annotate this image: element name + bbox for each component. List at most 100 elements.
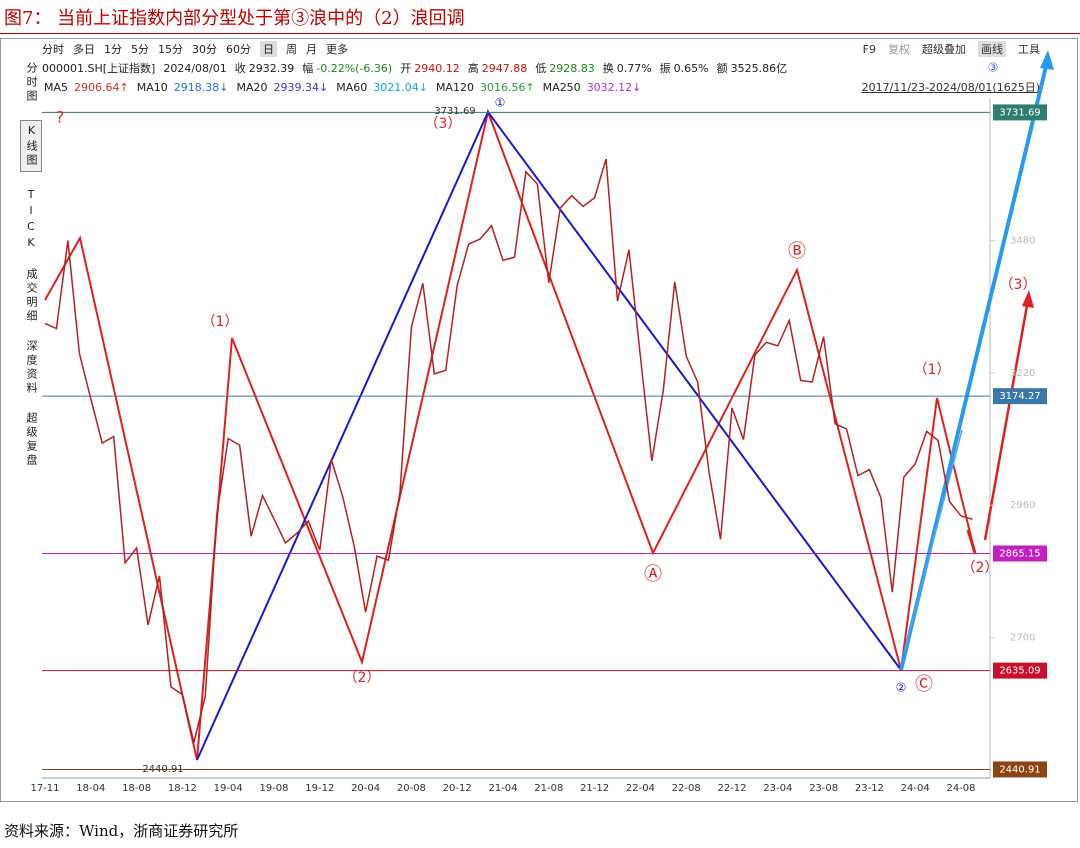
toolbar: 分时 多日 1分 5分 15分 30分 60分日周月更多 — [42, 41, 348, 57]
wave-label: （3） — [1000, 277, 1037, 293]
wave-label: ① — [495, 96, 506, 110]
projection-arrow — [983, 299, 1030, 541]
ma-label: MA60 — [336, 80, 368, 94]
level-box — [993, 761, 1047, 778]
level-label: 3731.69 — [999, 107, 1040, 118]
wave-label: Ⓐ — [644, 564, 662, 585]
wave-label: ② — [896, 681, 907, 695]
x-tick-label: 20-08 — [397, 783, 426, 794]
sidebar-tab[interactable]: 深度资料 — [25, 340, 38, 396]
toolbar-button[interactable]: 周 — [286, 43, 297, 56]
toolbar-button[interactable]: 更多 — [326, 43, 348, 56]
x-tick-label: 19-04 — [214, 783, 243, 794]
quote-field: 低 2928.83 — [535, 60, 595, 76]
level-box — [993, 104, 1047, 121]
x-tick-label: 18-12 — [168, 783, 197, 794]
field-label: 振 — [659, 62, 671, 75]
y-tick-label: 2960 — [1010, 500, 1035, 511]
ma-label: MA120 — [435, 80, 474, 94]
quote-date: 2024/08/01 — [163, 61, 227, 75]
window-frame — [0, 38, 1078, 802]
ma-label: MA250 — [542, 80, 581, 94]
level-box — [993, 388, 1047, 405]
quote-field: 高 2947.88 — [468, 60, 528, 76]
quote-field: 换 0.77% — [603, 60, 652, 76]
level-label: 2865.15 — [999, 548, 1040, 559]
field-label: 收 — [234, 62, 246, 75]
y-tick-label: 3480 — [1010, 236, 1035, 247]
field-value: 2928.83 — [549, 62, 595, 75]
toolbar-button[interactable]: 画线 — [978, 41, 1006, 57]
x-tick-label: 22-04 — [626, 783, 655, 794]
sidebar-tab[interactable]: 成交明细 — [25, 268, 38, 324]
quote-field: 开 2940.12 — [400, 60, 460, 76]
figure-title: 图7： 当前上证指数内部分型处于第③浪中的（2）浪回调 — [4, 8, 465, 29]
date-range: 2017/11/23-2024/08/01(1625日) — [861, 81, 1040, 94]
toolbar-button[interactable]: 15分 — [158, 43, 183, 56]
sidebar-tab[interactable]: 分时图 — [25, 62, 38, 104]
y-tick-label: 2700 — [1010, 633, 1035, 644]
level-label: 2440.91 — [999, 764, 1040, 775]
sidebar-tab[interactable]: TICK — [24, 188, 38, 252]
quote-field: 振 0.65% — [660, 60, 709, 76]
x-tick-label: 23-12 — [855, 783, 884, 794]
wave-label: ? — [56, 108, 65, 127]
ma-value: 2906.64↑ — [74, 80, 129, 94]
x-tick-label: 21-12 — [580, 783, 609, 794]
arrow-head — [1040, 50, 1054, 70]
x-tick-label: 20-12 — [443, 783, 472, 794]
sidebar-tab[interactable]: K线图 — [20, 120, 42, 172]
toolbar-button[interactable]: 日 — [260, 41, 277, 57]
ma-label: MA10 — [136, 80, 168, 94]
ma-label: MA5 — [44, 80, 69, 94]
field-label: 开 — [400, 62, 412, 75]
x-tick-label: 18-08 — [122, 783, 151, 794]
toolbar-button[interactable]: F9 — [862, 42, 876, 56]
x-tick-label: 22-08 — [672, 783, 701, 794]
arrow-head — [1022, 290, 1034, 308]
field-value: 2932.39 — [248, 62, 295, 75]
ma-value: 3021.04↓ — [373, 80, 428, 94]
field-value: 0.77% — [616, 62, 652, 75]
price-annotation: 2440.91 — [142, 764, 183, 775]
field-label: 幅 — [302, 62, 314, 75]
ma-value: 2918.38↓ — [173, 80, 229, 94]
wave-label: （2） — [344, 670, 381, 686]
x-tick-label: 18-04 — [76, 783, 105, 794]
x-tick-label: 19-12 — [305, 783, 334, 794]
x-tick-label: 20-04 — [351, 783, 380, 794]
toolbar-button[interactable]: 超级叠加 — [922, 43, 966, 56]
field-value: 0.65% — [673, 62, 709, 75]
x-tick-label: 19-08 — [259, 783, 288, 794]
sidebar-tab[interactable]: 超级复盘 — [25, 412, 38, 468]
toolbar-button[interactable]: 月 — [306, 43, 317, 56]
toolbar-button[interactable]: 30分 — [192, 43, 217, 56]
level-label: 3174.27 — [999, 391, 1040, 402]
projection-line — [904, 429, 963, 651]
toolbar-button[interactable]: 多日 — [73, 43, 95, 56]
field-value: 2947.88 — [481, 62, 528, 75]
toolbar-button[interactable]: 1分 — [104, 43, 122, 56]
quote-field: 收 2932.39 — [235, 60, 295, 76]
info-line: 000001.SH[上证指数] 2024/08/01 收 2932.39 幅 -0.22%… — [42, 60, 787, 76]
wave-label: Ⓑ — [788, 241, 806, 262]
toolbar-button[interactable]: 分时 — [42, 43, 64, 56]
wave-label: （1） — [202, 314, 239, 330]
field-value: -0.22%(-6.36) — [316, 62, 393, 75]
field-label: 额 — [716, 62, 728, 75]
wave-lines-major — [196, 110, 902, 761]
wave-lines — [44, 108, 976, 761]
x-tick-label: 24-08 — [946, 783, 975, 794]
quote-field: 幅 -0.22%(-6.36) — [302, 60, 392, 76]
field-label: 低 — [535, 62, 547, 75]
price-annotation: 3731.69 — [434, 106, 475, 117]
wave-label: （3） — [425, 116, 462, 132]
toolbar-button[interactable]: 复权 — [888, 43, 910, 56]
toolbar-button[interactable]: 工具 — [1018, 43, 1040, 56]
toolbar-button[interactable]: 60分 — [226, 43, 251, 56]
quote-field: 额 3525.86亿 — [717, 60, 788, 76]
toolbar-button[interactable]: 5分 — [131, 43, 149, 56]
wave-label: ③ — [988, 61, 999, 75]
price-line — [44, 158, 973, 743]
